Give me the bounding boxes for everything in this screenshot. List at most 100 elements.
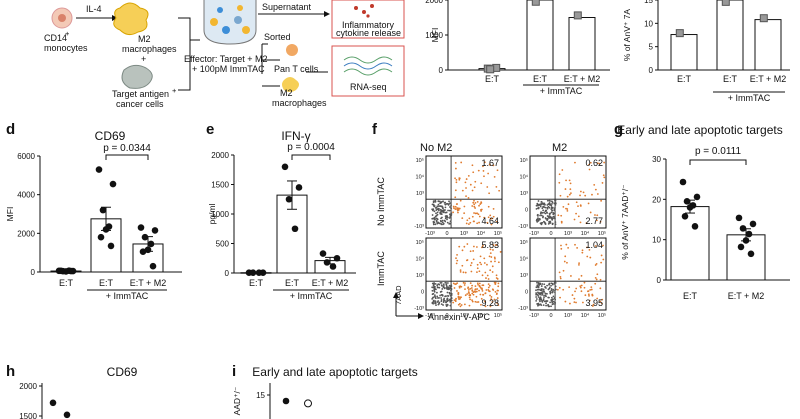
cytokine-dot-icon [354, 6, 358, 10]
flow-event-dot [584, 194, 587, 197]
flow-event-dot [543, 291, 546, 293]
flow-y-tick-label: 10⁵ [416, 157, 424, 164]
flow-event-dot [598, 162, 601, 165]
flow-event-dot [487, 205, 490, 208]
data-point [304, 399, 312, 408]
flow-event-dot [575, 301, 577, 304]
flow-event-dot [537, 218, 539, 221]
data-point [739, 225, 747, 232]
flow-event-dot [447, 209, 449, 212]
y-tick-label: 5 [649, 43, 654, 52]
y-tick-label: 2000 [19, 382, 37, 391]
flow-event-dot [469, 298, 472, 301]
flow-event-dot [603, 161, 606, 164]
flow-event-dot [562, 205, 565, 208]
flow-event-dot [458, 178, 461, 181]
flow-event-dot [432, 204, 435, 207]
macrophages-label: macrophages [122, 44, 177, 54]
flow-event-dot [456, 259, 459, 262]
flow-event-dot [437, 303, 440, 306]
data-point [137, 224, 145, 231]
flow-event-dot [448, 291, 451, 294]
flow-event-dot [539, 303, 542, 306]
flow-event-dot [550, 284, 552, 287]
y-tick-label: 500 [216, 240, 230, 249]
flow-x-tick-label: 10⁴ [581, 230, 590, 237]
flow-event-dot [569, 302, 571, 305]
flow-event-dot [493, 256, 496, 259]
flow-event-dot [491, 301, 494, 303]
flow-event-dot [536, 281, 538, 284]
flow-event-dot [596, 214, 599, 217]
flow-event-dot [585, 222, 588, 225]
flow-event-dot [450, 289, 452, 292]
tube-cell-dot-icon [242, 26, 250, 34]
significance-bracket [105, 154, 149, 160]
data-point [686, 204, 694, 211]
flow-event-dot [446, 282, 449, 284]
flow-y-tick-label: 10³ [520, 273, 528, 279]
flow-event-dot [599, 220, 602, 223]
chart-h: 1500 2000 CD69 [19, 365, 138, 419]
data-point [693, 193, 701, 201]
flow-event-dot [467, 291, 470, 293]
flow-event-dot [444, 287, 446, 289]
flow-event-dot [485, 289, 488, 291]
flow-event-dot [541, 294, 543, 296]
data-point [97, 233, 105, 241]
plus-label: + [141, 54, 146, 64]
flow-event-dot [473, 290, 476, 293]
flow-event-dot [553, 202, 556, 205]
flow-event-dot [579, 194, 581, 197]
chart-g: 0 10 20 30 Early and late apoptotic targets%… [617, 123, 790, 301]
flow-event-dot [463, 245, 466, 248]
flow-event-dot [565, 243, 568, 246]
y-axis-label: % of AnV⁺ 7AAD⁺/⁻ [620, 184, 630, 260]
flow-event-dot [445, 301, 447, 304]
y-tick-label: 0 [439, 66, 444, 75]
flow-event-dot [599, 287, 602, 290]
flow-event-dot [461, 264, 464, 267]
flow-x-tick-label: 0 [549, 231, 552, 237]
flow-event-dot [542, 298, 545, 300]
flow-event-dot [596, 273, 599, 276]
flow-event-dot [471, 164, 474, 167]
data-point [281, 163, 289, 171]
flow-event-dot [436, 286, 439, 288]
flow-event-dot [445, 211, 448, 214]
flow-event-dot [547, 296, 550, 299]
group-label: + ImmTAC [106, 291, 149, 301]
flow-event-dot [543, 203, 546, 206]
flow-event-dot [496, 302, 499, 305]
flow-event-dot [459, 270, 462, 273]
y-axis-label: MFI [430, 28, 440, 43]
flow-event-dot [468, 296, 471, 299]
x-category-label: E:T [285, 278, 300, 288]
flow-event-dot [554, 199, 557, 202]
flow-event-dot [480, 201, 483, 204]
flow-event-dot [546, 300, 549, 302]
panel-letter-g: g [614, 121, 623, 138]
flow-event-dot [483, 216, 486, 219]
flow-event-dot [603, 176, 606, 179]
flow-x-tick-label: -10³ [425, 313, 435, 319]
flow-event-dot [554, 221, 557, 223]
flow-event-dot [458, 286, 461, 289]
flow-event-dot [554, 298, 557, 301]
flow-event-dot [489, 269, 492, 272]
flow-event-dot [488, 290, 490, 292]
combine-bracket [178, 17, 191, 91]
flow-event-dot [601, 182, 604, 184]
flow-event-dot [459, 305, 462, 308]
flow-event-dot [465, 222, 468, 225]
flow-event-dot [540, 298, 543, 301]
y-tick-label: 0 [657, 276, 662, 285]
flow-event-dot [578, 262, 580, 265]
flow-event-dot [435, 217, 438, 220]
flow-event-dot [444, 211, 447, 214]
flow-event-dot [467, 288, 470, 291]
data-point [675, 29, 684, 38]
flow-event-dot [553, 282, 556, 285]
tube-cell-dot-icon [234, 16, 242, 24]
data-point [139, 248, 147, 255]
